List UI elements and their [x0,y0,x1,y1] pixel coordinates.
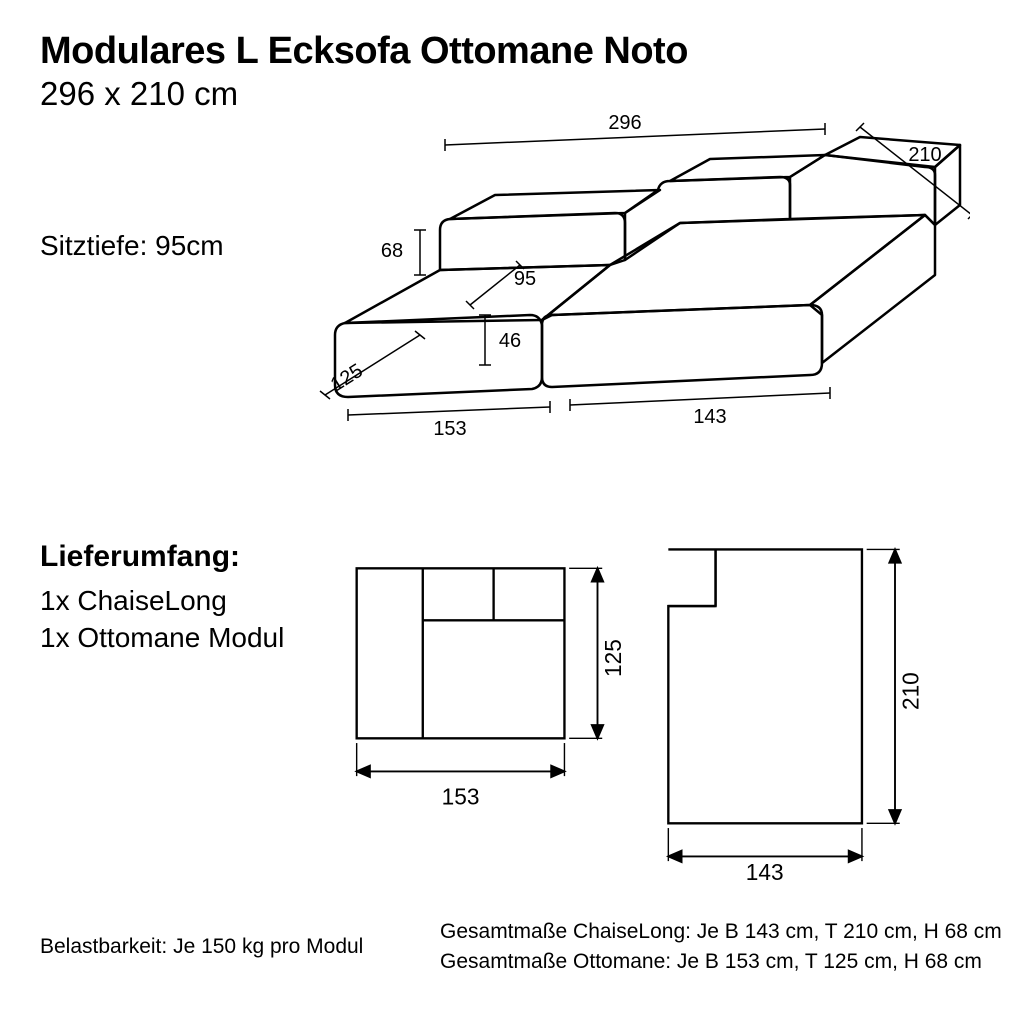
dim-68: 68 [381,240,403,262]
delivery-item: 1x Ottomane Modul [40,622,284,654]
plan-view-diagram: 153 125 143 210 [320,540,960,880]
seat-depth-label: Sitztiefe: 95cm [40,230,224,262]
plan-dim-153: 153 [442,783,480,809]
dim-210: 210 [908,144,941,166]
dim-153: 153 [433,418,466,440]
product-title: Modulares L Ecksofa Ottomane Noto [40,30,984,73]
footer-dims-chaise: Gesamtmaße ChaiseLong: Je B 143 cm, T 21… [440,920,1002,944]
dim-46: 46 [499,330,521,352]
footer-dims-ottomane: Gesamtmaße Ottomane: Je B 153 cm, T 125 … [440,950,982,974]
plan-dim-125: 125 [600,639,626,677]
delivery-item: 1x ChaiseLong [40,585,227,617]
product-dimensions: 296 x 210 cm [40,75,984,113]
footer-load-capacity: Belastbarkeit: Je 150 kg pro Modul [40,935,363,959]
dim-296: 296 [608,115,641,134]
plan-dim-143: 143 [746,859,784,880]
dim-143: 143 [693,406,726,428]
plan-dim-210: 210 [898,672,924,710]
delivery-heading: Lieferumfang: [40,540,240,574]
sofa-iso-diagram: 296 210 68 95 46 125 153 143 [270,115,970,445]
dim-95: 95 [514,268,536,290]
